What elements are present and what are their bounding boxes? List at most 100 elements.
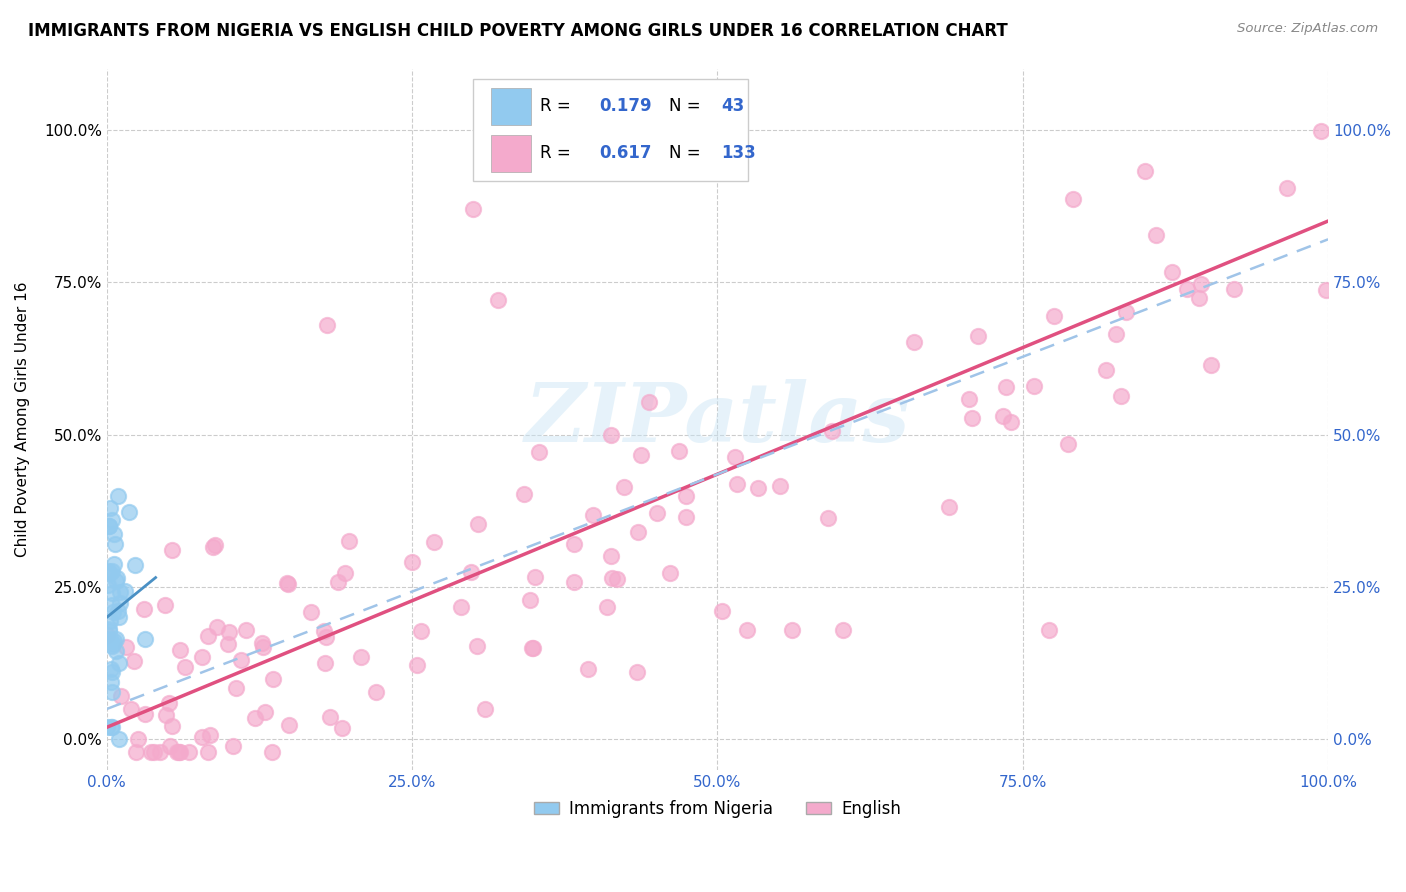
Point xyxy=(486,293,509,308)
Point xyxy=(524,570,547,584)
Point xyxy=(204,538,226,552)
Point xyxy=(197,745,219,759)
Text: N =: N = xyxy=(669,145,706,162)
Point xyxy=(938,500,960,514)
Point xyxy=(159,739,181,753)
Point xyxy=(527,444,550,458)
Point xyxy=(114,583,136,598)
Point xyxy=(160,719,183,733)
Point xyxy=(658,566,681,580)
Point xyxy=(98,500,121,515)
Text: Source: ZipAtlas.com: Source: ZipAtlas.com xyxy=(1237,22,1378,36)
Point xyxy=(169,643,191,657)
Point xyxy=(222,739,245,753)
Point xyxy=(254,705,277,719)
Point xyxy=(520,640,543,655)
Point xyxy=(562,575,585,590)
Point xyxy=(1115,305,1137,319)
Point xyxy=(993,409,1015,424)
Point xyxy=(260,745,283,759)
Point xyxy=(647,506,669,520)
Point xyxy=(101,685,124,699)
Point xyxy=(337,533,360,548)
Point xyxy=(405,657,427,672)
Point xyxy=(330,721,353,735)
Point xyxy=(108,585,131,599)
Point xyxy=(134,601,156,615)
Point xyxy=(101,599,124,613)
Point xyxy=(315,318,337,332)
Text: R =: R = xyxy=(540,97,576,115)
Point xyxy=(465,639,488,653)
Point xyxy=(562,537,585,551)
Point xyxy=(155,707,177,722)
Point xyxy=(166,745,188,759)
Point xyxy=(101,665,124,680)
Point xyxy=(101,639,124,653)
Point xyxy=(108,610,131,624)
Point xyxy=(467,516,489,531)
Point xyxy=(710,603,733,617)
Point xyxy=(1310,124,1333,138)
Point xyxy=(1109,388,1132,402)
Point xyxy=(613,480,636,494)
Point xyxy=(423,535,446,549)
Point xyxy=(817,510,839,524)
Point xyxy=(350,650,373,665)
Point xyxy=(191,730,214,744)
Point xyxy=(235,623,257,637)
Point xyxy=(97,519,120,533)
Point xyxy=(198,728,221,742)
Point xyxy=(463,202,485,216)
Point xyxy=(582,508,605,523)
Point xyxy=(96,720,118,734)
Text: 0.617: 0.617 xyxy=(599,145,651,162)
Point xyxy=(98,614,121,628)
Point xyxy=(124,558,146,573)
Text: R =: R = xyxy=(540,145,576,162)
Point xyxy=(474,702,496,716)
Point xyxy=(217,637,239,651)
Point xyxy=(513,487,536,501)
Point xyxy=(1223,282,1246,296)
Point xyxy=(312,624,335,638)
Point xyxy=(101,512,124,526)
Point xyxy=(149,745,172,759)
Point xyxy=(96,628,118,642)
Point xyxy=(519,593,541,607)
Point xyxy=(675,510,697,524)
Point xyxy=(218,624,240,639)
Point xyxy=(278,718,301,732)
Point xyxy=(1094,363,1116,377)
Point xyxy=(174,660,197,674)
Point xyxy=(125,745,148,759)
Point xyxy=(1144,227,1167,242)
Point xyxy=(250,635,273,649)
Point xyxy=(599,549,621,563)
Point xyxy=(103,634,125,648)
Point xyxy=(832,623,855,637)
Point xyxy=(103,637,125,651)
Point xyxy=(108,657,131,671)
Point xyxy=(606,572,628,586)
Point xyxy=(105,574,128,588)
Point xyxy=(191,650,214,665)
Point xyxy=(903,335,925,350)
Point xyxy=(724,450,747,464)
Point xyxy=(1315,283,1337,297)
Point xyxy=(747,482,769,496)
Point xyxy=(276,575,298,590)
Point xyxy=(98,519,121,533)
Point xyxy=(995,380,1018,394)
Point xyxy=(103,537,125,551)
Point xyxy=(103,526,125,541)
Point xyxy=(1175,282,1198,296)
FancyBboxPatch shape xyxy=(492,136,530,171)
Point xyxy=(1056,437,1078,451)
Point xyxy=(101,605,124,619)
Point xyxy=(167,745,190,759)
Point xyxy=(142,745,165,759)
Point xyxy=(104,632,127,646)
Point xyxy=(626,665,648,680)
Point xyxy=(157,696,180,710)
